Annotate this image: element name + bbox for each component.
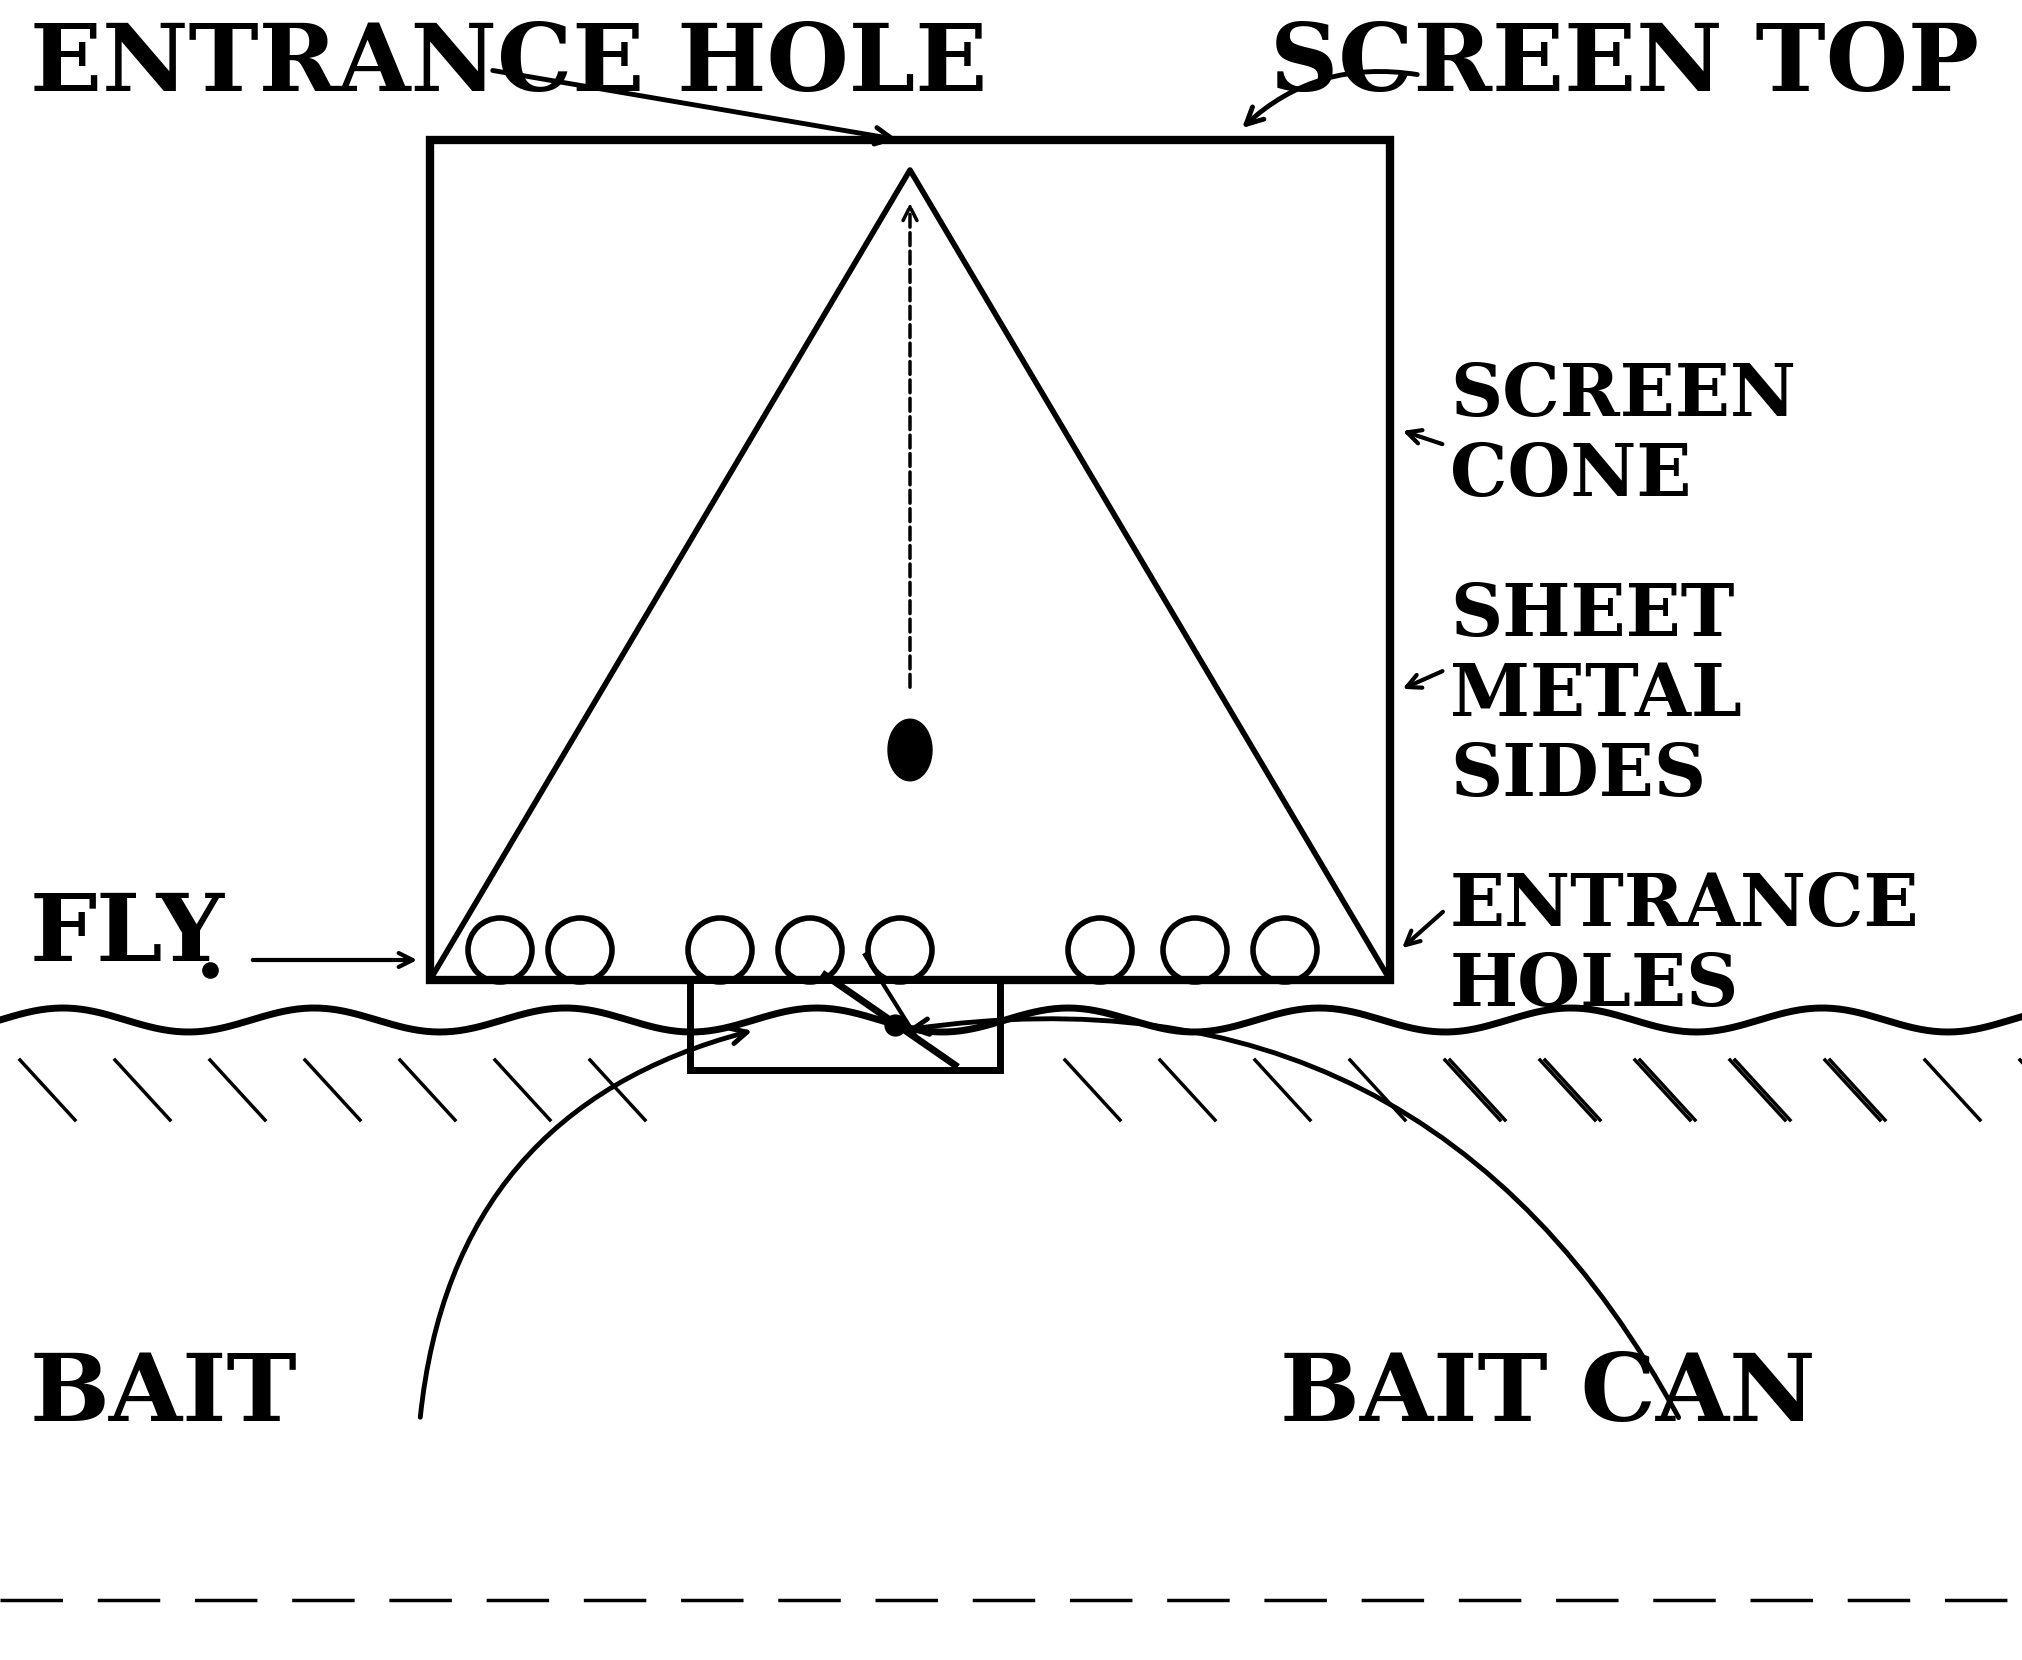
Text: SIDES: SIDES — [1450, 740, 1707, 812]
Text: METAL: METAL — [1450, 661, 1741, 730]
Text: BAIT CAN: BAIT CAN — [1280, 1350, 1816, 1439]
Text: ENTRANCE HOLE: ENTRANCE HOLE — [30, 20, 987, 110]
Text: BAIT: BAIT — [30, 1350, 297, 1439]
Text: ENTRANCE: ENTRANCE — [1450, 870, 1919, 941]
Text: SHEET: SHEET — [1450, 579, 1735, 651]
Text: CONE: CONE — [1450, 440, 1692, 511]
Text: SCREEN: SCREEN — [1450, 360, 1796, 432]
Text: HOLES: HOLES — [1450, 950, 1739, 1021]
Text: SCREEN TOP: SCREEN TOP — [1270, 20, 1980, 110]
Polygon shape — [888, 719, 932, 780]
Bar — [431, 139, 1389, 979]
Bar — [690, 979, 1001, 1071]
Text: FLY: FLY — [30, 890, 224, 979]
